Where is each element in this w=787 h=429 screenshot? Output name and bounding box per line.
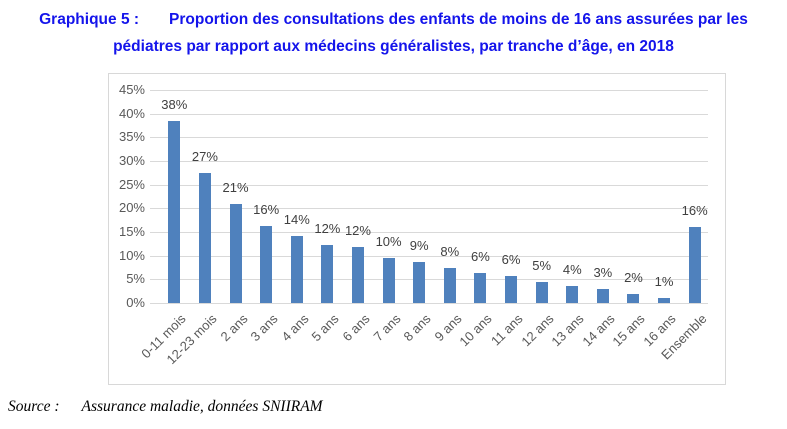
bar-value-label: 6% [471, 248, 490, 264]
bar [229, 204, 242, 303]
gridline [150, 255, 708, 257]
bar [351, 246, 364, 303]
y-tick-label: 5% [126, 271, 145, 287]
y-tick-label: 30% [118, 153, 145, 168]
y-tick-label: 40% [118, 105, 145, 121]
bar-value-label: 12% [344, 222, 371, 238]
source-label: Source : [8, 398, 60, 415]
gridline [150, 113, 708, 115]
gridline [150, 90, 708, 91]
bar [535, 281, 548, 303]
bar-value-label: 21% [222, 180, 249, 196]
bar [382, 257, 395, 303]
x-axis: 0-11 mois 12-23 mois 2 ans 3 ans 4 ans 5 ans 6… [139, 309, 710, 385]
bar-value-label: 1% [654, 273, 674, 289]
gridline [150, 161, 708, 162]
y-tick-label: 15% [118, 224, 145, 239]
bar-value-label: 4% [562, 261, 582, 277]
bar [688, 226, 701, 303]
y-tick-label: 25% [118, 176, 145, 192]
y-tick-label: 0% [126, 295, 145, 310]
bar [627, 293, 640, 303]
bar [658, 297, 671, 303]
gridline [150, 208, 708, 210]
source-line: Source : Assurance maladie, données SNIIR… [8, 398, 708, 416]
source-text: Assurance maladie, données SNIIRAM [81, 398, 323, 415]
gridline [150, 279, 708, 281]
y-tick-label: 10% [118, 247, 145, 263]
y-tick-label: 35% [118, 129, 145, 145]
bar [290, 236, 303, 303]
gridline [150, 184, 708, 186]
bar [443, 267, 456, 303]
figure-title-line2: pédiatres par rapport aux médecins génér… [113, 38, 674, 55]
gridline [150, 303, 708, 304]
bar-value-label: 9% [409, 237, 429, 253]
bar [474, 272, 487, 303]
bar [596, 289, 609, 303]
bar-value-label: 3% [593, 265, 613, 281]
bar [505, 276, 518, 303]
bar-value-label: 14% [283, 212, 310, 228]
bar [168, 121, 181, 303]
bar-value-label: 2% [624, 269, 643, 285]
y-tick-label: 20% [118, 200, 145, 216]
bar-value-label: 12% [314, 221, 341, 237]
bar [321, 245, 334, 303]
figure-title: Graphique 5 : Proportion des consultation… [0, 6, 787, 60]
y-tick-label: 45% [118, 82, 145, 97]
bar-value-label: 27% [191, 149, 218, 165]
bar [413, 261, 426, 303]
figure-title-text: Proportion des consultations des enfants… [169, 11, 748, 28]
bar-value-label: 16% [681, 202, 708, 218]
bar-value-label: 5% [532, 257, 552, 273]
bar-value-label: 38% [161, 97, 188, 113]
bar [198, 173, 211, 303]
figure-number: Graphique 5 : [39, 11, 140, 28]
bar-value-label: 8% [440, 243, 460, 259]
bar-value-label: 16% [253, 201, 280, 217]
bars-layer: 38% 27% 21% 16% 14% 12% 12% 10% 9% 8% 6% 6% 5% 4% 3% 2%… [159, 74, 710, 303]
gridline [150, 232, 708, 233]
figure-title-line1: Graphique 5 : Proportion des consultation… [0, 6, 787, 33]
gridline [150, 137, 708, 139]
bar-value-label: 10% [375, 233, 402, 249]
bar-value-label: 6% [501, 252, 521, 268]
bar [566, 285, 579, 303]
bar [260, 225, 273, 303]
chart-frame: 45% 40% 35% 30% 25% 20% 15% 10% 5% 0% 38% 27% 21% 16… [108, 73, 726, 385]
